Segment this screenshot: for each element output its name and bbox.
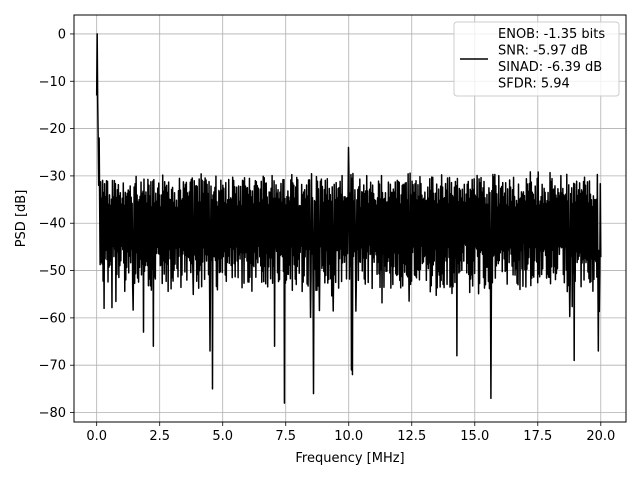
legend-snr: SNR: -5.97 dB: [498, 44, 588, 59]
x-tick-label: 15.0: [460, 429, 489, 444]
y-tick-label: −20: [39, 122, 66, 137]
x-tick-label: 0.0: [86, 429, 107, 444]
legend: ENOB: -1.35 bits SNR: -5.97 dB SINAD: -6…: [453, 21, 620, 97]
plot-area: [95, 33, 602, 404]
y-tick-label: −50: [39, 264, 66, 279]
legend-sinad: SINAD: -6.39 dB: [498, 60, 602, 75]
x-axis-label: Frequency [MHz]: [295, 451, 404, 466]
legend-enob: ENOB: -1.35 bits: [498, 27, 605, 42]
legend-sfdr: SFDR: 5.94: [498, 77, 570, 92]
legend-box: [453, 21, 620, 97]
x-tick-label: 10.0: [334, 429, 363, 444]
x-tick-label: 7.5: [275, 429, 296, 444]
psd-series-line: [95, 33, 602, 404]
y-tick-label: −60: [39, 311, 66, 326]
x-tick-label: 20.0: [586, 429, 615, 444]
x-tick-label: 12.5: [397, 429, 426, 444]
y-tick-label: −40: [39, 217, 66, 232]
axes-frame: [73, 14, 627, 423]
y-tick-label: 0: [58, 27, 66, 42]
y-axis: 0 −10 −20 −30 −40 −50 −60 −70 −80: [39, 27, 74, 421]
x-axis: 0.0 2.5 5.0 7.5 10.0 12.5 15.0 17.5 20.0: [86, 422, 615, 444]
x-tick-label: 17.5: [523, 429, 552, 444]
y-tick-label: −10: [39, 75, 66, 90]
y-tick-label: −80: [39, 406, 66, 421]
x-tick-label: 5.0: [212, 429, 233, 444]
x-tick-label: 2.5: [149, 429, 170, 444]
y-tick-label: −70: [39, 359, 66, 374]
y-tick-label: −30: [39, 169, 66, 184]
y-axis-label: PSD [dB]: [14, 190, 29, 248]
